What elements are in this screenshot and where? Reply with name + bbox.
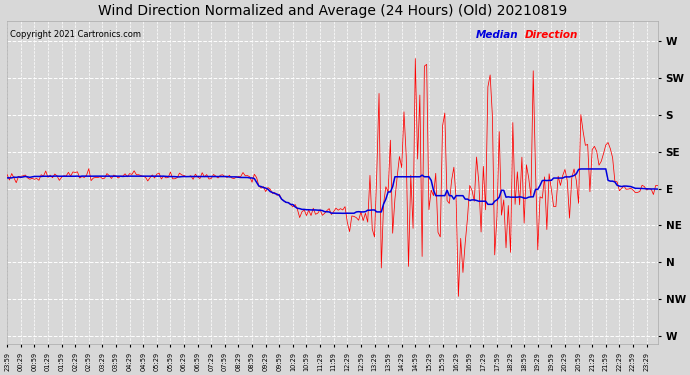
Text: Median: Median <box>475 30 518 40</box>
Text: Copyright 2021 Cartronics.com: Copyright 2021 Cartronics.com <box>10 30 141 39</box>
Text: Direction: Direction <box>524 30 578 40</box>
Title: Wind Direction Normalized and Average (24 Hours) (Old) 20210819: Wind Direction Normalized and Average (2… <box>98 4 567 18</box>
